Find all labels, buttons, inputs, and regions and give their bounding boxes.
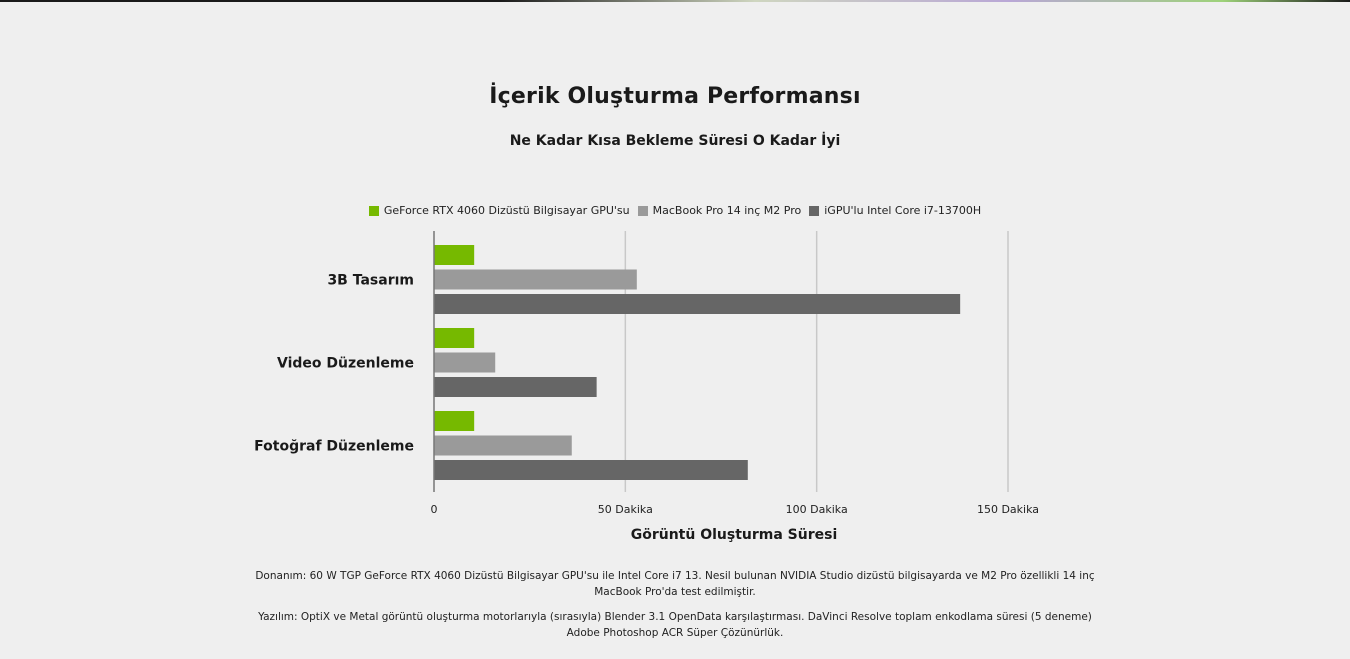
bar: [434, 435, 572, 456]
legend-label-rtx: GeForce RTX 4060 Dizüstü Bilgisayar GPU'…: [383, 204, 630, 217]
legend-swatch-rtx: [368, 205, 379, 216]
legend-label-igpu: iGPU'lu Intel Core i7-13700H: [824, 204, 982, 217]
bar: [434, 411, 475, 431]
legend-label-macbook: MacBook Pro 14 inç M2 Pro: [652, 204, 802, 217]
legend-item-macbook: MacBook Pro 14 inç M2 Pro: [637, 204, 802, 217]
chart-subtitle: Ne Kadar Kısa Bekleme Süresi O Kadar İyi: [509, 133, 841, 149]
legend-item-igpu: iGPU'lu Intel Core i7-13700H: [809, 204, 981, 217]
footnote-hardware-text: Donanım: 60 W TGP GeForce RTX 4060 Dizüs…: [255, 570, 1095, 598]
bar: [434, 460, 748, 480]
top-accent-glow: [500, 0, 1350, 2]
category-label: 3B Tasarım: [327, 273, 414, 289]
bar: [434, 352, 496, 373]
legend-swatch-macbook: [637, 205, 648, 216]
bar: [434, 377, 597, 397]
x-axis-title: Görüntü Oluşturma Süresi: [630, 527, 838, 543]
footnote-hardware: Donanım: 60 W TGP GeForce RTX 4060 Dizüs…: [0, 568, 1350, 600]
x-tick-label: 150 Dakika: [977, 503, 1039, 516]
footnote-software: Yazılım: OptiX ve Metal görüntü oluşturm…: [0, 609, 1350, 641]
bar: [434, 269, 637, 290]
legend-item-rtx: GeForce RTX 4060 Dizüstü Bilgisayar GPU'…: [368, 204, 630, 217]
legend-swatch-igpu: [809, 205, 820, 216]
bar: [434, 294, 961, 314]
category-label: Video Düzenleme: [277, 356, 414, 372]
chart-legend: GeForce RTX 4060 Dizüstü Bilgisayar GPU'…: [0, 204, 1350, 217]
x-tick-label: 0: [431, 503, 438, 516]
x-tick-label: 100 Dakika: [786, 503, 848, 516]
bar: [434, 328, 475, 348]
bar: [434, 245, 475, 265]
chart-title: İçerik Oluşturma Performansı: [489, 84, 861, 109]
x-tick-label: 50 Dakika: [598, 503, 653, 516]
category-label: Fotoğraf Düzenleme: [254, 439, 414, 455]
footnote-software-text: Yazılım: OptiX ve Metal görüntü oluşturm…: [258, 611, 1092, 639]
